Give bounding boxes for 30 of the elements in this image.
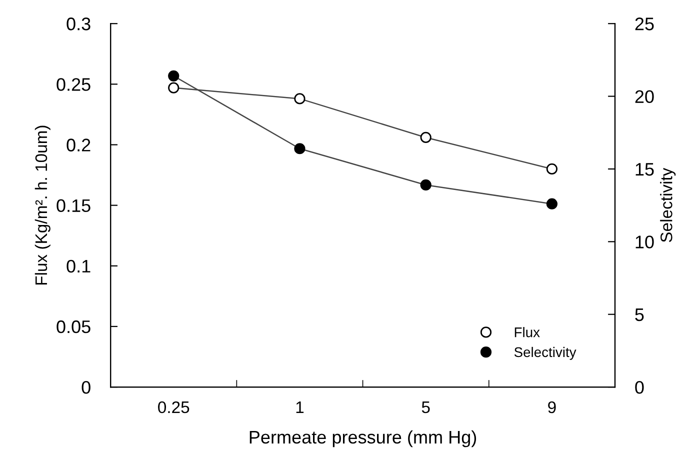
point <box>168 82 180 94</box>
y2-tick-label: 0 <box>635 380 644 394</box>
point <box>168 70 180 82</box>
point <box>420 132 432 144</box>
point <box>546 163 558 175</box>
y2-tick-label: 20 <box>635 90 654 104</box>
x-tick-label: 5 <box>422 402 430 414</box>
y-tick-label: 0 <box>82 380 90 394</box>
x-axis-title: Permeate pressure (mm Hg) <box>250 430 476 448</box>
y-tick-label: 0.25 <box>56 78 90 91</box>
point <box>546 198 558 210</box>
x-tick-label: 0.25 <box>158 401 190 414</box>
y-axis-title: Flux (Kg/m². h. 10um) <box>34 126 50 285</box>
point <box>294 143 306 154</box>
y2-axis-title: Selectivity <box>660 168 676 242</box>
y2-tick-label: 10 <box>636 236 654 248</box>
legend-label: Flux <box>514 327 540 338</box>
x-tick-label: 1 <box>296 402 304 414</box>
y-tick-label: 0.3 <box>66 18 90 30</box>
x-tick-label: 9 <box>548 401 556 414</box>
y-tick-label: 0.15 <box>56 199 90 212</box>
point <box>294 93 306 104</box>
y2-tick-label: 25 <box>635 18 654 30</box>
y2-tick-label: 5 <box>635 308 644 322</box>
point <box>420 179 432 191</box>
y-tick-label: 0.05 <box>56 320 90 334</box>
y-tick-label: 0.1 <box>66 260 90 273</box>
y-tick-label: 0.2 <box>66 138 90 152</box>
y2-tick-label: 15 <box>636 163 654 176</box>
legend-label: Selectivity <box>514 346 576 360</box>
